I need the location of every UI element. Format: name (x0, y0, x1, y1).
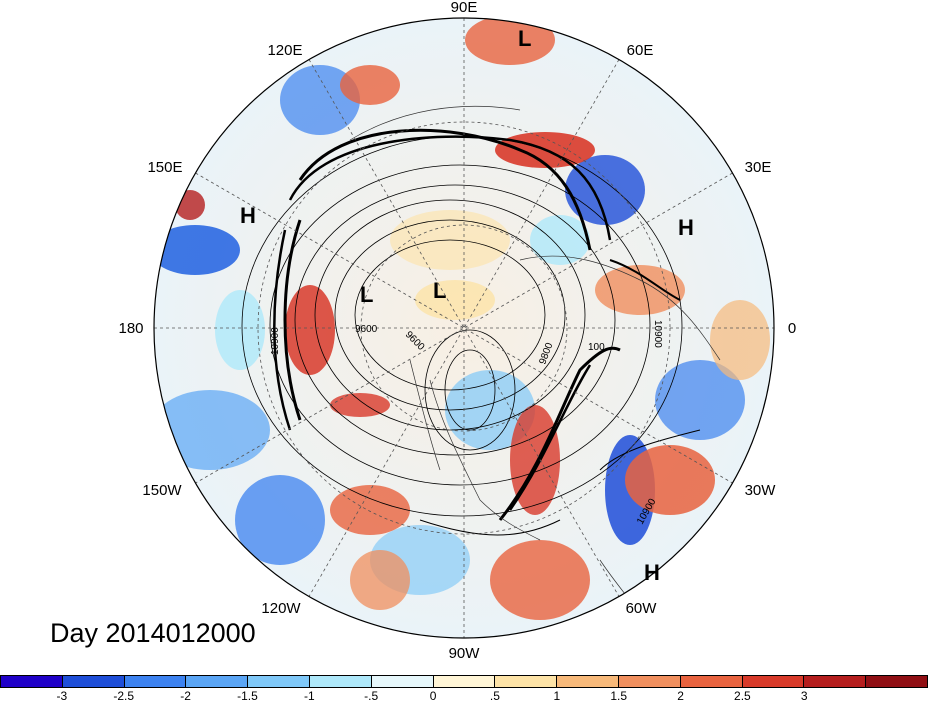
colorbar-swatch (742, 676, 805, 687)
lon-label-0: 0 (788, 320, 796, 337)
colorbar-swatch (495, 676, 558, 687)
contour-label: 10900 (270, 327, 281, 355)
colorbar: -3 -2.5 -2 -1.5 -1 -.5 0 .5 1 1.5 2 2.5 3 (0, 675, 928, 703)
colorbar-swatch (309, 676, 372, 687)
lon-label-150w: 150W (142, 482, 182, 499)
colorbar-swatch (248, 676, 310, 687)
lon-label-90e: 90E (451, 0, 478, 16)
lon-label-150e: 150E (147, 159, 182, 176)
colorbar-swatch (433, 676, 496, 687)
map-boundary (153, 17, 775, 639)
colorbar-tick-label: -2 (180, 689, 191, 703)
colorbar-swatch (62, 676, 125, 687)
low-label-canada: L (433, 278, 446, 303)
colorbar-swatch (557, 676, 619, 687)
high-label-pacific: H (240, 203, 256, 228)
colorbar-swatch (124, 676, 187, 687)
colorbar-tick-label: 1 (553, 689, 561, 703)
low-label-siberia: L (360, 282, 373, 307)
colorbar-swatch (1, 676, 63, 687)
lon-label-60w: 60W (626, 600, 658, 617)
colorbar-tick-label: .5 (489, 689, 500, 703)
colorbar-tick-label: 2 (677, 689, 684, 703)
contour-label: 9600 (355, 324, 378, 335)
lon-label-60e: 60E (627, 42, 654, 59)
lon-label-30e: 30E (745, 159, 772, 176)
colorbar-swatch (866, 676, 927, 687)
graticule (154, 18, 774, 638)
colorbar-swatch (186, 676, 249, 687)
colorbar-swatch (804, 676, 867, 687)
contour-label: 10900 (652, 320, 663, 348)
colorbar-swatch (680, 676, 743, 687)
colorbar-tick-label: -1 (303, 689, 315, 703)
colorbar-swatch (618, 676, 681, 687)
lon-label-180: 180 (118, 320, 143, 337)
colorbar-tick-label: -.5 (364, 689, 379, 703)
colorbar-tick-label: -2.5 (113, 689, 135, 703)
low-label-arctic: L (518, 26, 531, 51)
colorbar-tick-label: -3 (56, 689, 68, 703)
high-label-atlantic: H (644, 560, 660, 585)
map-title: Day 2014012000 (50, 618, 256, 648)
lon-label-120e: 120E (267, 42, 302, 59)
lon-label-90w: 90W (449, 645, 481, 662)
colorbar-tick-label: -1.5 (237, 689, 258, 703)
colorbar-tick-label: 2.5 (734, 689, 751, 703)
lon-label-120w: 120W (261, 600, 301, 617)
lon-label-30w: 30W (745, 482, 777, 499)
pressure-system-labels: L L L H H H (240, 26, 694, 585)
height-contours (241, 128, 701, 536)
colorbar-tick-label: 0 (429, 689, 437, 703)
high-label-europe: H (678, 215, 694, 240)
colorbar-tick-label: 3 (800, 689, 808, 703)
anomaly-field (154, 18, 774, 638)
colorbar-tick-label: 1.5 (610, 689, 627, 703)
contour-label: 100 (588, 342, 605, 353)
longitude-labels: 90E 60E 30E 0 30W 60W 90W 120W 150W 180 … (118, 0, 796, 662)
colorbar-swatch (371, 676, 434, 687)
colorbar-swatches (0, 675, 928, 688)
